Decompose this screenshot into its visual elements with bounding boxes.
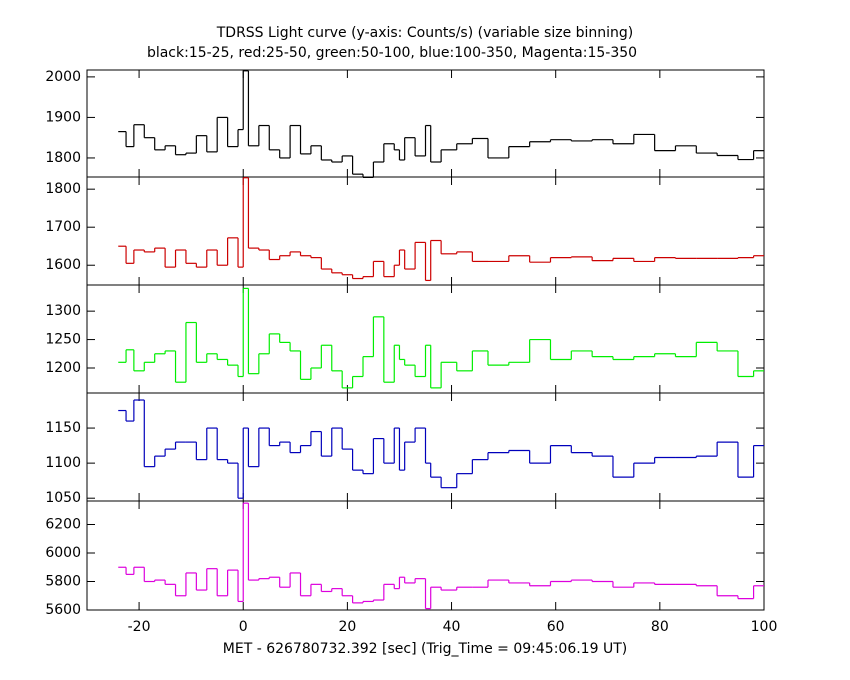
y-tick-label: 6000 — [45, 545, 81, 561]
x-tick-label: 80 — [651, 619, 669, 635]
y-tick-label: 1200 — [45, 360, 81, 376]
panel-frame — [86, 500, 765, 611]
x-tick-label: 20 — [338, 619, 356, 635]
x-tick-label: 60 — [547, 619, 565, 635]
y-tick-label: 5600 — [45, 602, 81, 618]
y-tick-label: 1800 — [45, 150, 81, 166]
x-tick-label: 100 — [751, 619, 778, 635]
x-tick-label: 40 — [443, 619, 461, 635]
y-tick-label: 5800 — [45, 574, 81, 590]
chart-title: TDRSS Light curve (y-axis: Counts/s) (va… — [216, 25, 634, 41]
y-tick-label: 1050 — [45, 490, 81, 506]
y-tick-label: 1250 — [45, 332, 81, 348]
y-tick-label: 1150 — [45, 420, 81, 436]
x-axis-label: MET - 626780732.392 [sec] (Trig_Time = 0… — [223, 641, 627, 657]
y-tick-label: 1600 — [45, 257, 81, 273]
x-tick-label: 0 — [239, 619, 248, 635]
x-tick-label: -20 — [128, 619, 151, 635]
y-tick-label: 2000 — [45, 69, 81, 85]
panel-frame — [86, 69, 765, 178]
chart-subtitle: black:15-25, red:25-50, green:50-100, bl… — [147, 45, 637, 61]
y-tick-label: 1900 — [45, 109, 81, 125]
y-tick-label: 1300 — [45, 303, 81, 319]
y-tick-label: 1700 — [45, 219, 81, 235]
y-tick-label: 1100 — [45, 455, 81, 471]
y-tick-label: 6200 — [45, 517, 81, 533]
y-tick-label: 1800 — [45, 181, 81, 197]
